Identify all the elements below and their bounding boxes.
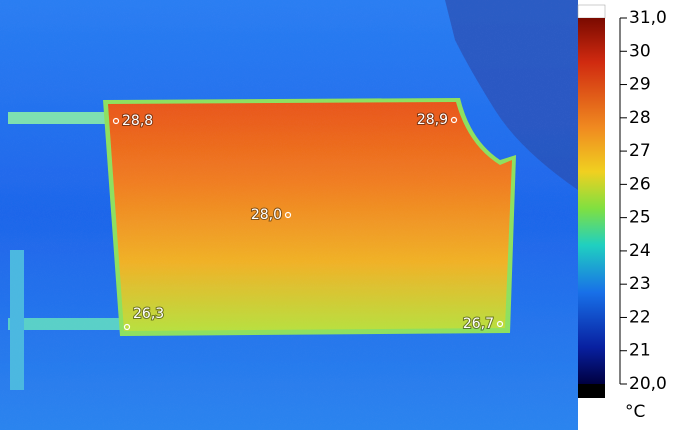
tick-label: 21 xyxy=(629,341,651,361)
tick-label: 22 xyxy=(629,307,651,327)
thermal-image xyxy=(0,0,578,430)
unit-label: °C xyxy=(625,402,645,422)
tick-label: 28 xyxy=(629,108,651,128)
color-scale xyxy=(578,18,605,384)
tick-label: 26 xyxy=(629,174,651,194)
tick-label: 25 xyxy=(629,208,651,228)
tick-label: 30 xyxy=(629,41,651,61)
thermal-view: 28,8 28,9 28,0 26,3 26,7 31,0 30 29 28 27 26 25 24 2… xyxy=(0,0,686,430)
tick-label: 31,0 xyxy=(629,8,667,28)
spot-label: 26,7 xyxy=(463,316,494,332)
tick-label: 24 xyxy=(629,241,651,261)
spot-label: 28,8 xyxy=(122,113,153,129)
spot-label: 26,3 xyxy=(133,306,164,322)
tick-label: 23 xyxy=(629,274,651,294)
tick-label: 29 xyxy=(629,75,651,95)
spot-label: 28,0 xyxy=(251,207,282,223)
tick-label: 20,0 xyxy=(629,374,667,394)
spot-label: 28,9 xyxy=(417,112,448,128)
tick-label: 27 xyxy=(629,141,651,161)
